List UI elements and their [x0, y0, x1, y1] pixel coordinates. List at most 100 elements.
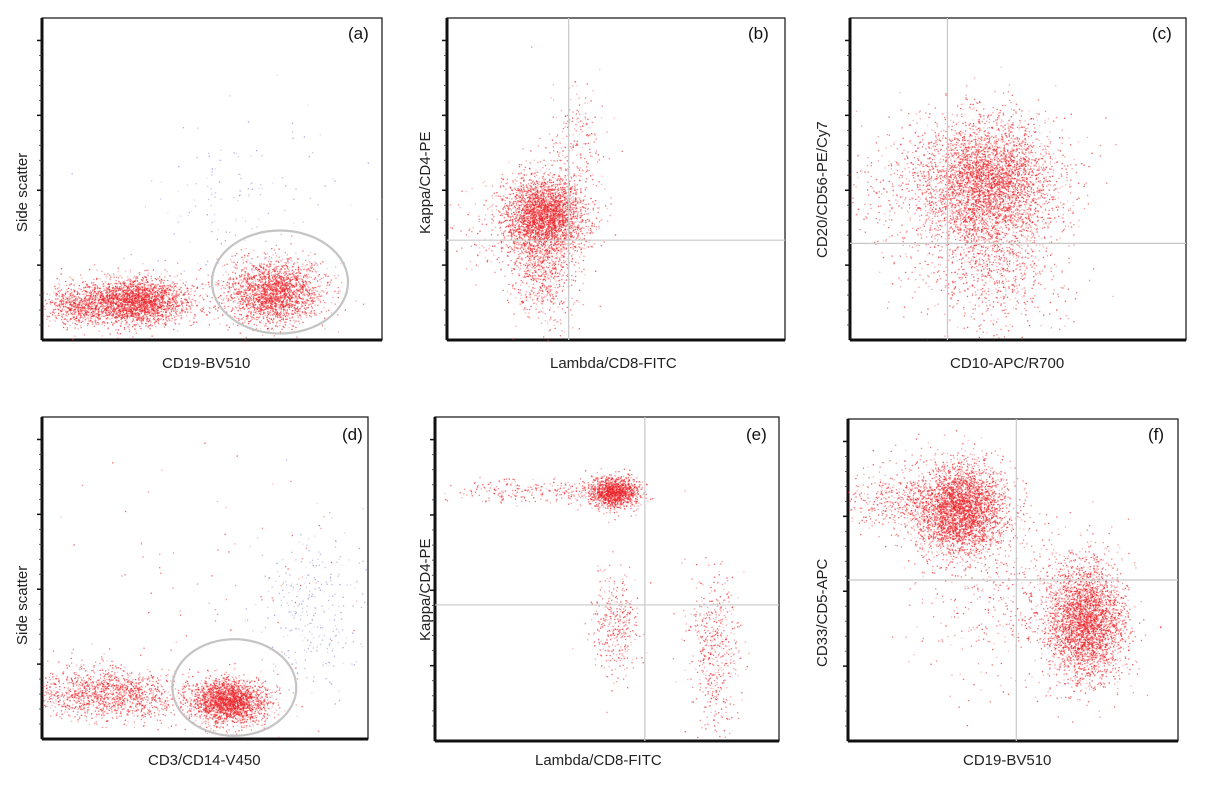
event-dot-pop-1: [241, 270, 243, 272]
event-dot-pop-1: [243, 295, 245, 298]
event-dot-pop-1: [264, 301, 266, 303]
event-dot-pop-0: [135, 297, 137, 300]
event-dot-pop-0: [147, 295, 149, 297]
event-dot-pop-1: [278, 307, 280, 309]
event-dot-pop-0: [133, 313, 135, 315]
event-dot-pop-1: [270, 318, 273, 320]
event-dot-pop-0: [134, 309, 136, 311]
event-dot-pop-1: [260, 313, 262, 315]
event-dot-pop-0: [169, 302, 171, 304]
event-dot-pop-0: [121, 315, 124, 317]
event-dot-pop-0: [116, 314, 119, 316]
event-dot-pop-0: [144, 287, 146, 289]
event-dot-pop-0: [120, 302, 122, 304]
event-dot-pop-1: [262, 276, 265, 278]
event-dot-pop-0: [141, 304, 143, 306]
event-dot-pop-1: [259, 313, 262, 316]
event-dot-pop-2: [57, 314, 60, 317]
event-dot-pop-1: [314, 286, 316, 289]
event-dot-pop-1: [269, 280, 271, 282]
event-dot-pop-1: [278, 299, 280, 301]
event-dot-pop-1: [245, 284, 247, 286]
event-dot-pop-0: [121, 313, 123, 316]
event-dot-pop-0: [151, 301, 154, 303]
event-dot-pop-1: [300, 292, 302, 294]
event-dot-pop-0: [153, 303, 155, 305]
event-dot-pop-1: [279, 297, 281, 299]
event-dot-pop-1: [264, 325, 266, 327]
event-dot-pop-1: [298, 296, 300, 298]
event-dot-pop-1: [259, 279, 261, 281]
event-dot-pop-0: [143, 294, 145, 296]
event-dot-pop-1: [299, 310, 301, 312]
event-dot-pop-0: [137, 313, 139, 315]
event-dot-pop-0: [145, 276, 147, 279]
event-dot-pop-0: [157, 319, 159, 321]
event-dot-pop-2: [42, 297, 44, 299]
event-dot-pop-1: [265, 298, 267, 300]
event-dot-pop-0: [76, 316, 78, 318]
event-dot-pop-0: [87, 294, 89, 296]
event-dot-pop-0: [87, 305, 90, 307]
event-dot-pop-1: [305, 289, 307, 291]
event-dot-pop-1: [302, 268, 305, 271]
event-dot-pop-0: [139, 292, 141, 294]
event-dot-pop-1: [237, 293, 239, 296]
event-dot-pop-0: [165, 320, 168, 322]
event-dot-pop-0: [69, 311, 72, 313]
event-dot-pop-1: [305, 259, 307, 261]
event-dot-pop-0: [153, 312, 155, 314]
event-dot-pop-1: [276, 303, 278, 305]
event-dot-pop-0: [160, 314, 162, 316]
event-dot-pop-1: [273, 275, 275, 278]
event-dot-pop-0: [159, 285, 161, 287]
event-dot-pop-0: [159, 280, 161, 282]
event-dot-pop-0: [165, 295, 168, 297]
event-dot-pop-0: [143, 304, 145, 306]
event-dot-pop-0: [110, 276, 112, 278]
event-dot-pop-1: [236, 261, 239, 263]
event-dot-pop-0: [106, 296, 109, 298]
event-dot-pop-0: [118, 288, 120, 290]
event-dot-pop-1: [238, 282, 240, 284]
event-dot-pop-0: [145, 287, 147, 289]
event-dot-pop-2: [114, 291, 116, 293]
event-dot-pop-0: [84, 296, 86, 298]
event-dot-pop-0: [162, 315, 164, 317]
event-dot-pop-0: [123, 306, 126, 308]
event-dot-pop-0: [121, 305, 123, 307]
event-dot-pop-1: [264, 306, 266, 308]
event-dot-pop-0: [162, 318, 165, 321]
event-dot-pop-1: [231, 307, 234, 309]
event-dot-pop-1: [283, 293, 286, 295]
event-dot-pop-0: [136, 286, 138, 289]
event-dot-pop-0: [87, 306, 89, 308]
event-dot-pop-0: [223, 305, 225, 307]
event-dot-pop-0: [90, 309, 92, 311]
event-dot-pop-1: [243, 276, 245, 278]
event-dot-pop-1: [293, 266, 295, 268]
event-dot-pop-0: [101, 281, 103, 283]
event-dot-pop-0: [144, 270, 146, 272]
event-dot-pop-1: [247, 311, 249, 314]
event-dot-pop-1: [293, 271, 295, 273]
event-dot-pop-1: [245, 296, 248, 299]
event-dot-pop-1: [247, 299, 249, 301]
event-dot-pop-1: [285, 314, 288, 316]
event-dot-pop-0: [122, 282, 124, 285]
event-dot-pop-1: [274, 298, 277, 300]
event-dot-pop-2: [78, 301, 81, 303]
event-dot-pop-0: [121, 288, 123, 290]
event-dot-pop-1: [266, 300, 268, 302]
event-dot-pop-1: [283, 277, 285, 280]
event-dot-pop-0: [129, 280, 131, 282]
event-dot-pop-0: [117, 267, 119, 269]
event-dot-pop-1: [300, 287, 302, 290]
event-dot-pop-1: [250, 311, 252, 313]
event-dot-pop-0: [158, 301, 160, 303]
event-dot-pop-0: [140, 327, 142, 330]
event-dot-pop-0: [119, 305, 121, 307]
event-dot-pop-1: [272, 321, 274, 323]
event-dot-pop-1: [249, 298, 251, 300]
event-dot-pop-1: [252, 303, 254, 305]
